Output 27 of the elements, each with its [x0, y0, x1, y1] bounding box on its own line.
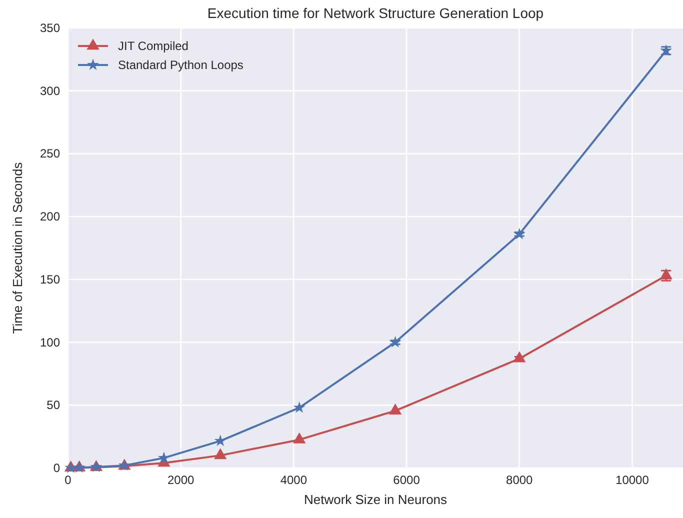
y-tick-label: 250: [40, 146, 60, 161]
y-tick-label: 300: [40, 84, 60, 98]
x-tick-label: 2000: [167, 473, 195, 487]
point: [292, 432, 306, 444]
y-axis-title: Time of Execution in Seconds: [10, 162, 25, 334]
chart-title: Execution time for Network Structure Generation Loop: [207, 5, 544, 21]
y-tick-label: 350: [40, 21, 60, 35]
legend-label: Standard Python Loops: [118, 58, 244, 72]
y-tick-label: 150: [40, 272, 60, 286]
x-tick-label: 10000: [616, 473, 650, 487]
point: [389, 336, 402, 348]
y-tick-label: 50: [46, 398, 60, 412]
y-tick-label: 0: [53, 461, 60, 475]
point: [214, 434, 226, 446]
x-tick-label: 0: [64, 473, 72, 487]
point: [293, 401, 306, 413]
point: [513, 228, 526, 240]
x-tick-label: 8000: [506, 473, 534, 487]
point: [513, 351, 526, 362]
point: [214, 448, 227, 460]
x-tick-label: 6000: [393, 473, 420, 487]
x-axis-title: Network Size in Neurons: [304, 492, 448, 507]
point: [388, 403, 402, 414]
y-tick-label: 200: [40, 210, 60, 224]
y-tick-label: 100: [40, 335, 60, 350]
legend-label: JIT Compiled: [118, 39, 188, 53]
x-tick-label: 4000: [280, 473, 308, 487]
